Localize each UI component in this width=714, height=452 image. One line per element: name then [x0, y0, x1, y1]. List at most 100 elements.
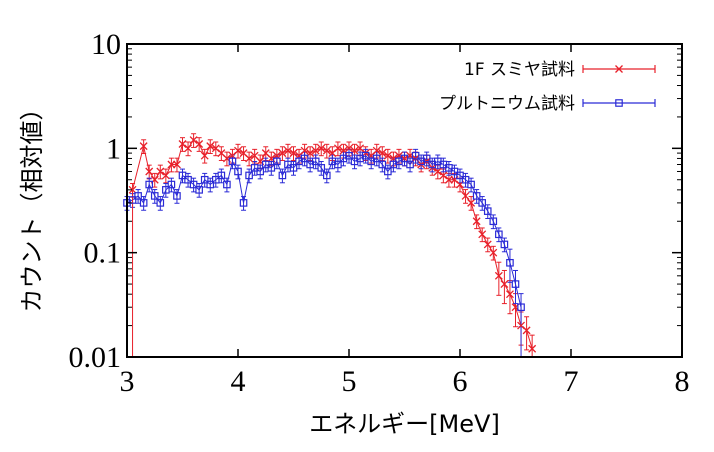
ticks-layer: 3 4 5 6 7 8 0.01 0.1 1 10 [69, 28, 690, 398]
data-point-0 [289, 149, 298, 158]
x-tick-label: 4 [231, 365, 246, 398]
data-point-1 [483, 207, 492, 215]
data-point-1 [361, 151, 370, 160]
data-point-1 [345, 151, 353, 160]
data-point-0 [489, 248, 498, 257]
data-point-1 [478, 199, 487, 207]
data-point-0 [439, 171, 448, 180]
data-point-1 [489, 217, 498, 226]
data-point-1 [511, 280, 520, 288]
data-point-0 [178, 140, 187, 148]
data-point-1 [411, 151, 420, 160]
x-axis-title: エネルギー[MeV] [309, 410, 500, 438]
data-point-1 [267, 164, 276, 172]
x-tick-label: 3 [120, 365, 135, 398]
data-point-1 [128, 196, 137, 204]
legend-label-smear: 1F スミヤ試料 [464, 60, 575, 80]
data-point-0 [245, 154, 254, 163]
data-point-0 [467, 198, 476, 207]
data-point-0 [383, 151, 392, 160]
data-point-1 [467, 180, 475, 189]
data-point-0 [317, 144, 326, 153]
data-point-1 [422, 154, 431, 163]
data-point-0 [283, 146, 292, 155]
data-point-1 [150, 192, 159, 200]
data-point-0 [278, 149, 287, 158]
legend-symbol [615, 99, 623, 107]
data-point-0 [206, 142, 215, 151]
data-point-0 [300, 146, 309, 155]
data-point-0 [145, 167, 154, 176]
data-point-1 [506, 258, 514, 267]
data-point-1 [378, 160, 387, 169]
data-point-1 [495, 230, 503, 239]
legend-marker-plutonium [582, 99, 656, 107]
data-point-0 [139, 142, 148, 151]
data-point-0 [345, 144, 353, 153]
data-point-1 [289, 164, 298, 172]
data-point-1 [450, 167, 459, 176]
x-tick-label: 8 [675, 365, 690, 398]
data-point-0 [478, 230, 487, 239]
data-point-1 [517, 303, 525, 312]
data-point-1 [300, 154, 309, 163]
data-point-1 [472, 192, 481, 200]
data-point-0 [528, 344, 537, 353]
data-point-0 [195, 140, 204, 148]
y-tick-label: 0.01 [69, 341, 122, 374]
data-point-0 [500, 280, 509, 289]
markers-layer [123, 136, 537, 353]
data-point-1 [234, 167, 242, 176]
data-point-0 [372, 146, 381, 155]
data-point-1 [406, 160, 414, 169]
data-point-0 [494, 271, 503, 280]
data-point-0 [189, 136, 198, 145]
data-point-1 [189, 180, 198, 189]
data-point-0 [200, 151, 209, 160]
data-point-0 [433, 167, 442, 176]
data-point-1 [212, 175, 220, 184]
error-bars-layer [124, 133, 535, 358]
data-point-0 [311, 146, 320, 155]
data-point-0 [234, 146, 242, 155]
data-point-1 [206, 180, 215, 189]
data-point-1 [184, 175, 192, 184]
data-point-0 [322, 146, 331, 155]
data-point-1 [178, 171, 187, 180]
y-tick-label: 1 [106, 132, 121, 165]
data-point-1 [145, 180, 154, 189]
data-point-0 [505, 290, 514, 299]
legend: 1F スミヤ試料 プルトニウム試料 [439, 60, 656, 114]
legend-symbol [615, 65, 623, 73]
data-point-1 [156, 199, 165, 207]
data-point-1 [372, 154, 381, 163]
data-point-1 [245, 171, 253, 180]
data-point-0 [161, 171, 170, 180]
data-point-0 [472, 217, 481, 226]
data-point-0 [184, 144, 193, 153]
data-point-1 [461, 175, 470, 184]
data-point-1 [173, 192, 181, 200]
y-tick-label: 0.1 [84, 237, 122, 270]
data-point-1 [500, 240, 509, 249]
data-point-1 [217, 171, 226, 180]
legend-label-plutonium: プルトニウム試料 [439, 94, 575, 114]
data-point-0 [156, 167, 165, 176]
data-point-1 [273, 157, 281, 166]
data-point-1 [200, 175, 209, 184]
plot-frame [126, 43, 683, 358]
data-point-1 [239, 199, 248, 207]
legend-marker-smear [582, 65, 656, 73]
data-point-1 [162, 186, 170, 194]
data-point-1 [167, 180, 176, 189]
data-point-1 [334, 160, 342, 169]
x-tick-label: 5 [342, 365, 357, 398]
data-point-1 [311, 157, 320, 166]
data-point-1 [400, 154, 409, 163]
data-point-1 [278, 171, 287, 180]
data-point-0 [172, 160, 181, 169]
data-point-1 [323, 171, 331, 180]
y-axis-title: カウント（相対値） [18, 97, 46, 313]
data-point-1 [139, 199, 148, 207]
